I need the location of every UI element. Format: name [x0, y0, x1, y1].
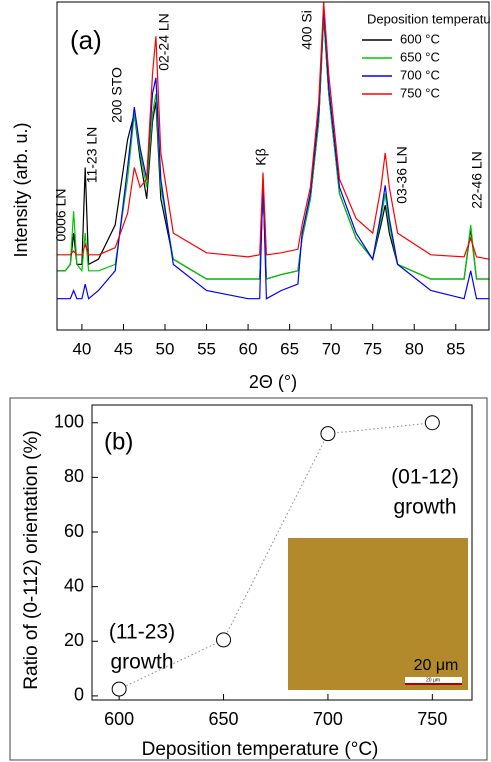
plot-frame: [91, 404, 473, 701]
spectrum-line: [57, 8, 489, 300]
x-tick-label: 40: [72, 339, 91, 358]
data-point: [216, 632, 232, 648]
y-axis-label: Ratio of (0-112) orientation (%): [21, 430, 42, 689]
annotation: growth: [393, 496, 456, 519]
legend-label: 600 °C: [400, 31, 440, 46]
y-tick-label: 0: [74, 685, 84, 705]
data-point: [111, 681, 127, 697]
scale-small-label: 20 μm: [426, 677, 440, 683]
x-tick-label: 700: [313, 709, 343, 729]
peak-label: 200 STO: [109, 67, 125, 123]
scale-label: 20 μm: [414, 657, 459, 674]
peak-label: 11-23 LN: [84, 127, 100, 184]
x-tick-label: 75: [363, 339, 382, 358]
x-tick-label: 85: [446, 339, 465, 358]
x-tick-label: 60: [239, 339, 258, 358]
y-tick-label: 20: [64, 630, 84, 650]
scale-bar: [405, 677, 462, 683]
peak-label: Kβ: [253, 148, 269, 165]
panel-label: (b): [104, 428, 133, 455]
legend-label: 750 °C: [400, 85, 440, 100]
x-axis-label: 2Θ (°): [249, 372, 297, 392]
inset-image: [288, 538, 468, 690]
x-tick-label: 50: [156, 339, 175, 358]
legend-title: Deposition temperature:: [367, 11, 491, 26]
peak-label: 0006 LN: [53, 189, 69, 242]
x-axis-label: Deposition temperature (°C): [142, 739, 379, 760]
data-point: [320, 426, 336, 442]
y-tick-label: 100: [54, 412, 84, 432]
peak-label: 02-24 LN: [156, 13, 172, 71]
x-tick-label: 650: [209, 709, 239, 729]
panel-b-frame: [9, 397, 488, 761]
y-axis-label: Intensity (arb. u.): [11, 122, 31, 257]
data-point: [424, 415, 440, 431]
annotation: (11-23): [109, 621, 175, 644]
x-tick-label: 55: [197, 339, 216, 358]
x-tick-label: 65: [280, 339, 299, 358]
x-tick-label: 70: [322, 339, 341, 358]
peak-label: 03-36 LN: [394, 146, 410, 204]
legend-label: 700 °C: [400, 67, 440, 82]
annotation: growth: [110, 651, 173, 674]
y-tick-label: 80: [64, 466, 84, 486]
peak-label: 22-46 LN: [469, 151, 485, 209]
peak-label: 400 Si: [299, 10, 315, 50]
x-tick-label: 600: [104, 709, 134, 729]
x-tick-label: 80: [405, 339, 424, 358]
plot-frame: [56, 1, 490, 331]
spectrum-line: [57, 1, 490, 260]
x-tick-label: 45: [114, 339, 133, 358]
y-tick-label: 60: [64, 521, 84, 541]
annotation: (01-12): [391, 466, 459, 489]
panel-label: (a): [70, 25, 102, 55]
x-tick-label: 750: [417, 709, 447, 729]
legend-label: 650 °C: [400, 49, 440, 64]
scale-bar-line: [405, 683, 462, 685]
y-tick-label: 40: [64, 575, 84, 595]
